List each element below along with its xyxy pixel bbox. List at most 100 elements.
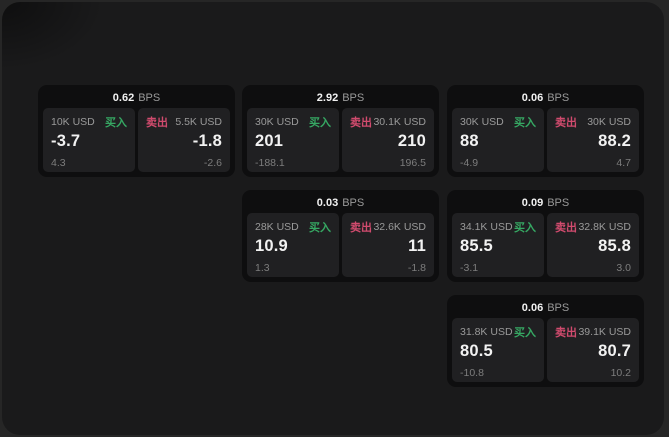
sell-tile[interactable]: 卖出 32.6K USD 11 -1.8	[342, 213, 434, 277]
sell-tag: 卖出	[555, 117, 577, 129]
sell-amount: 39.1K USD	[578, 326, 631, 338]
card-body: 10K USD 买入 -3.7 4.3 卖出 5.5K USD -1.8 -2.…	[38, 108, 235, 172]
buy-tag: 买入	[514, 327, 536, 339]
buy-price: 88	[460, 132, 479, 150]
buy-tile-top: 34.1K USD 买入	[460, 219, 536, 235]
sell-amount: 30K USD	[587, 116, 631, 128]
buy-amount: 30K USD	[460, 116, 504, 128]
sell-price: -1.8	[192, 132, 222, 150]
buy-delta: -10.8	[460, 367, 484, 379]
buy-delta: -188.1	[255, 157, 285, 169]
card-header: 0.09 BPS	[447, 190, 644, 213]
buy-tag: 买入	[309, 117, 331, 129]
sell-delta: 3.0	[616, 262, 631, 274]
sell-delta: 10.2	[610, 367, 631, 379]
sell-tag: 卖出	[555, 222, 577, 234]
quote-card: 2.92 BPS 30K USD 买入 201 -188.1 卖出 30.1K …	[242, 85, 439, 177]
quote-card: 0.03 BPS 28K USD 买入 10.9 1.3 卖出 32.6K US…	[242, 190, 439, 282]
sell-amount: 32.6K USD	[373, 221, 426, 233]
buy-delta: 1.3	[255, 262, 270, 274]
sell-tile-top: 卖出 30.1K USD	[350, 114, 426, 130]
sell-price: 88.2	[598, 132, 631, 150]
sell-tile-top: 卖出 5.5K USD	[146, 114, 222, 130]
sell-price: 85.8	[598, 237, 631, 255]
buy-price: -3.7	[51, 132, 81, 150]
bps-suffix-label: BPS	[342, 91, 365, 104]
buy-tile[interactable]: 30K USD 买入 88 -4.9	[452, 108, 544, 172]
buy-tile[interactable]: 31.8K USD 买入 80.5 -10.8	[452, 318, 544, 382]
card-header: 0.06 BPS	[447, 295, 644, 318]
sell-tile[interactable]: 卖出 39.1K USD 80.7 10.2	[547, 318, 639, 382]
bps-suffix-label: BPS	[547, 301, 570, 314]
buy-price: 10.9	[255, 237, 288, 255]
bps-suffix-label: BPS	[547, 196, 570, 209]
card-body: 28K USD 买入 10.9 1.3 卖出 32.6K USD 11 -1.8	[242, 213, 439, 277]
bps-value: 0.03	[316, 196, 339, 209]
buy-tile-top: 10K USD 买入	[51, 114, 127, 130]
quote-card: 0.06 BPS 31.8K USD 买入 80.5 -10.8 卖出 39.1…	[447, 295, 644, 387]
sell-tile[interactable]: 卖出 5.5K USD -1.8 -2.6	[138, 108, 230, 172]
card-header: 2.92 BPS	[242, 85, 439, 108]
buy-delta: -3.1	[460, 262, 479, 274]
sell-price: 210	[397, 132, 426, 150]
card-header: 0.62 BPS	[38, 85, 235, 108]
buy-tile[interactable]: 30K USD 买入 201 -188.1	[247, 108, 339, 172]
bps-value: 0.62	[112, 91, 135, 104]
buy-price: 201	[255, 132, 284, 150]
sell-delta: -2.6	[203, 157, 222, 169]
card-header: 0.03 BPS	[242, 190, 439, 213]
buy-tag: 买入	[105, 117, 127, 129]
card-header: 0.06 BPS	[447, 85, 644, 108]
buy-tile-top: 28K USD 买入	[255, 219, 331, 235]
sell-tile[interactable]: 卖出 30K USD 88.2 4.7	[547, 108, 639, 172]
quote-card: 0.09 BPS 34.1K USD 买入 85.5 -3.1 卖出 32.8K…	[447, 190, 644, 282]
sell-amount: 30.1K USD	[373, 116, 426, 128]
sell-delta: 4.7	[616, 157, 631, 169]
buy-tile-top: 30K USD 买入	[255, 114, 331, 130]
buy-tile-top: 31.8K USD 买入	[460, 324, 536, 340]
buy-price: 80.5	[460, 342, 493, 360]
bps-suffix-label: BPS	[138, 91, 161, 104]
buy-tile[interactable]: 34.1K USD 买入 85.5 -3.1	[452, 213, 544, 277]
sell-delta: -1.8	[407, 262, 426, 274]
sell-price: 11	[408, 237, 426, 255]
buy-tile-top: 30K USD 买入	[460, 114, 536, 130]
sell-tile-top: 卖出 30K USD	[555, 114, 631, 130]
buy-amount: 30K USD	[255, 116, 299, 128]
buy-delta: 4.3	[51, 157, 66, 169]
bps-value: 0.09	[521, 196, 544, 209]
buy-tag: 买入	[514, 222, 536, 234]
sell-price: 80.7	[598, 342, 631, 360]
bps-value: 0.06	[521, 91, 544, 104]
buy-amount: 10K USD	[51, 116, 95, 128]
sell-tile[interactable]: 卖出 32.8K USD 85.8 3.0	[547, 213, 639, 277]
sell-tile-top: 卖出 32.6K USD	[350, 219, 426, 235]
sell-tag: 卖出	[146, 117, 168, 129]
buy-delta: -4.9	[460, 157, 479, 169]
card-body: 34.1K USD 买入 85.5 -3.1 卖出 32.8K USD 85.8…	[447, 213, 644, 277]
buy-amount: 34.1K USD	[460, 221, 513, 233]
buy-tile[interactable]: 10K USD 买入 -3.7 4.3	[43, 108, 135, 172]
quote-card: 0.06 BPS 30K USD 买入 88 -4.9 卖出 30K USD 8…	[447, 85, 644, 177]
buy-amount: 28K USD	[255, 221, 299, 233]
sell-tile-top: 卖出 39.1K USD	[555, 324, 631, 340]
buy-tile[interactable]: 28K USD 买入 10.9 1.3	[247, 213, 339, 277]
bps-suffix-label: BPS	[342, 196, 365, 209]
sell-delta: 196.5	[399, 157, 426, 169]
buy-tag: 买入	[309, 222, 331, 234]
bps-value: 2.92	[316, 91, 339, 104]
sell-amount: 5.5K USD	[175, 116, 222, 128]
sell-tile-top: 卖出 32.8K USD	[555, 219, 631, 235]
sell-tile[interactable]: 卖出 30.1K USD 210 196.5	[342, 108, 434, 172]
sell-amount: 32.8K USD	[578, 221, 631, 233]
sell-tag: 卖出	[555, 327, 577, 339]
buy-amount: 31.8K USD	[460, 326, 513, 338]
card-body: 30K USD 买入 88 -4.9 卖出 30K USD 88.2 4.7	[447, 108, 644, 172]
buy-tag: 买入	[514, 117, 536, 129]
card-body: 30K USD 买入 201 -188.1 卖出 30.1K USD 210 1…	[242, 108, 439, 172]
card-body: 31.8K USD 买入 80.5 -10.8 卖出 39.1K USD 80.…	[447, 318, 644, 382]
bps-value: 0.06	[521, 301, 544, 314]
sell-tag: 卖出	[350, 117, 372, 129]
buy-price: 85.5	[460, 237, 493, 255]
quote-card: 0.62 BPS 10K USD 买入 -3.7 4.3 卖出 5.5K USD…	[38, 85, 235, 177]
